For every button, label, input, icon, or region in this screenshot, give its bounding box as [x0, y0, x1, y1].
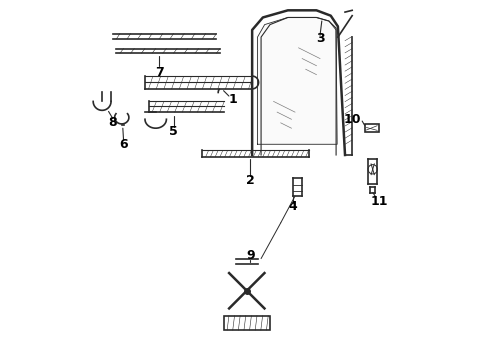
Text: 5: 5: [169, 125, 178, 138]
Text: 4: 4: [289, 200, 297, 213]
Text: 11: 11: [370, 195, 388, 208]
Text: 1: 1: [228, 93, 237, 106]
Polygon shape: [258, 18, 337, 144]
Text: 8: 8: [108, 116, 117, 129]
Text: 6: 6: [119, 138, 128, 151]
Text: 10: 10: [343, 113, 361, 126]
Text: 3: 3: [316, 32, 324, 45]
Text: 9: 9: [246, 248, 255, 261]
Text: 2: 2: [246, 174, 255, 186]
Text: 7: 7: [155, 66, 164, 79]
